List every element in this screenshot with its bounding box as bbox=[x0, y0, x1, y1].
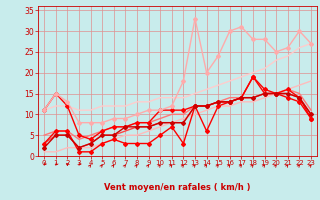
X-axis label: Vent moyen/en rafales ( km/h ): Vent moyen/en rafales ( km/h ) bbox=[104, 183, 251, 192]
